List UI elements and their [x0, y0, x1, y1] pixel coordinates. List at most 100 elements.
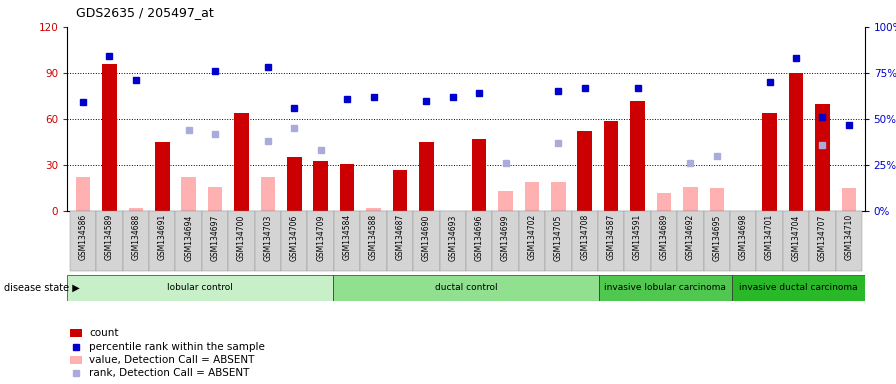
Text: GSM134690: GSM134690 — [422, 214, 431, 261]
Bar — [334, 211, 360, 271]
Text: GSM134705: GSM134705 — [554, 214, 563, 261]
Text: GSM134710: GSM134710 — [844, 214, 853, 260]
Text: GSM134702: GSM134702 — [528, 214, 537, 260]
Text: GSM134584: GSM134584 — [342, 214, 351, 260]
Bar — [809, 211, 836, 271]
Bar — [228, 211, 254, 271]
Bar — [287, 157, 302, 211]
Text: GSM134697: GSM134697 — [211, 214, 220, 261]
Text: GSM134694: GSM134694 — [185, 214, 194, 261]
Bar — [392, 207, 407, 211]
Bar — [604, 121, 618, 211]
Bar — [96, 211, 123, 271]
Text: GSM134695: GSM134695 — [712, 214, 721, 261]
Bar — [466, 211, 492, 271]
Text: GSM134707: GSM134707 — [818, 214, 827, 261]
Bar — [70, 356, 82, 364]
Bar — [181, 177, 196, 211]
Bar — [815, 104, 830, 211]
Text: invasive ductal carcinoma: invasive ductal carcinoma — [739, 283, 857, 293]
Bar — [440, 211, 466, 271]
Text: ductal control: ductal control — [435, 283, 497, 293]
Bar — [70, 329, 82, 338]
Bar — [625, 211, 650, 271]
Text: GSM134706: GSM134706 — [289, 214, 298, 261]
Bar — [677, 211, 703, 271]
Bar — [307, 211, 334, 271]
Bar — [492, 211, 519, 271]
Bar — [703, 211, 730, 271]
Text: GSM134700: GSM134700 — [237, 214, 246, 261]
Bar — [756, 211, 783, 271]
Bar — [657, 193, 671, 211]
Bar — [234, 113, 249, 211]
Bar — [710, 188, 724, 211]
Text: percentile rank within the sample: percentile rank within the sample — [90, 341, 265, 352]
Bar — [650, 211, 677, 271]
Text: GSM134586: GSM134586 — [79, 214, 88, 260]
Bar — [281, 211, 307, 271]
Bar — [598, 211, 625, 271]
Bar — [102, 64, 116, 211]
Text: GSM134692: GSM134692 — [685, 214, 695, 260]
Text: GSM134704: GSM134704 — [791, 214, 800, 261]
Text: GSM134696: GSM134696 — [475, 214, 484, 261]
Bar — [333, 275, 599, 301]
Text: GSM134688: GSM134688 — [132, 214, 141, 260]
Bar — [67, 275, 333, 301]
Text: lobular control: lobular control — [168, 283, 233, 293]
Bar — [202, 211, 228, 271]
Text: GSM134709: GSM134709 — [316, 214, 325, 261]
Text: GSM134587: GSM134587 — [607, 214, 616, 260]
Bar — [314, 161, 328, 211]
Bar — [498, 191, 513, 211]
Text: rank, Detection Call = ABSENT: rank, Detection Call = ABSENT — [90, 368, 250, 379]
Bar — [155, 142, 169, 211]
Text: GSM134708: GSM134708 — [581, 214, 590, 260]
Bar — [519, 211, 545, 271]
Text: disease state ▶: disease state ▶ — [4, 283, 81, 293]
Bar — [572, 211, 598, 271]
Bar — [176, 211, 202, 271]
Bar — [683, 187, 698, 211]
Text: GSM134699: GSM134699 — [501, 214, 510, 261]
Bar — [836, 211, 862, 271]
Text: GSM134588: GSM134588 — [369, 214, 378, 260]
Text: GSM134693: GSM134693 — [448, 214, 457, 261]
Bar — [841, 188, 856, 211]
Bar — [387, 211, 413, 271]
Bar — [730, 211, 756, 271]
Bar — [419, 142, 434, 211]
Bar — [129, 208, 143, 211]
Bar — [762, 113, 777, 211]
Bar — [545, 211, 572, 271]
Bar — [76, 177, 90, 211]
Bar — [149, 211, 176, 271]
Bar — [788, 73, 803, 211]
Text: GSM134691: GSM134691 — [158, 214, 167, 260]
Bar — [254, 211, 281, 271]
Bar — [70, 211, 96, 271]
Text: GSM134687: GSM134687 — [395, 214, 404, 260]
Bar — [599, 275, 732, 301]
Bar — [208, 187, 222, 211]
Bar — [261, 177, 275, 211]
Text: GSM134701: GSM134701 — [765, 214, 774, 260]
Bar — [366, 208, 381, 211]
Text: GSM134698: GSM134698 — [738, 214, 747, 260]
Text: invasive lobular carcinoma: invasive lobular carcinoma — [604, 283, 727, 293]
Text: count: count — [90, 328, 119, 338]
Bar — [783, 211, 809, 271]
Text: GSM134689: GSM134689 — [659, 214, 668, 260]
Text: GSM134703: GSM134703 — [263, 214, 272, 261]
Bar — [472, 139, 487, 211]
Bar — [630, 101, 645, 211]
Bar — [525, 182, 539, 211]
Bar — [392, 170, 407, 211]
Text: GSM134589: GSM134589 — [105, 214, 114, 260]
Text: GDS2635 / 205497_at: GDS2635 / 205497_at — [76, 6, 214, 19]
Bar — [551, 182, 565, 211]
Bar — [732, 275, 865, 301]
Text: value, Detection Call = ABSENT: value, Detection Call = ABSENT — [90, 355, 254, 365]
Bar — [340, 164, 354, 211]
